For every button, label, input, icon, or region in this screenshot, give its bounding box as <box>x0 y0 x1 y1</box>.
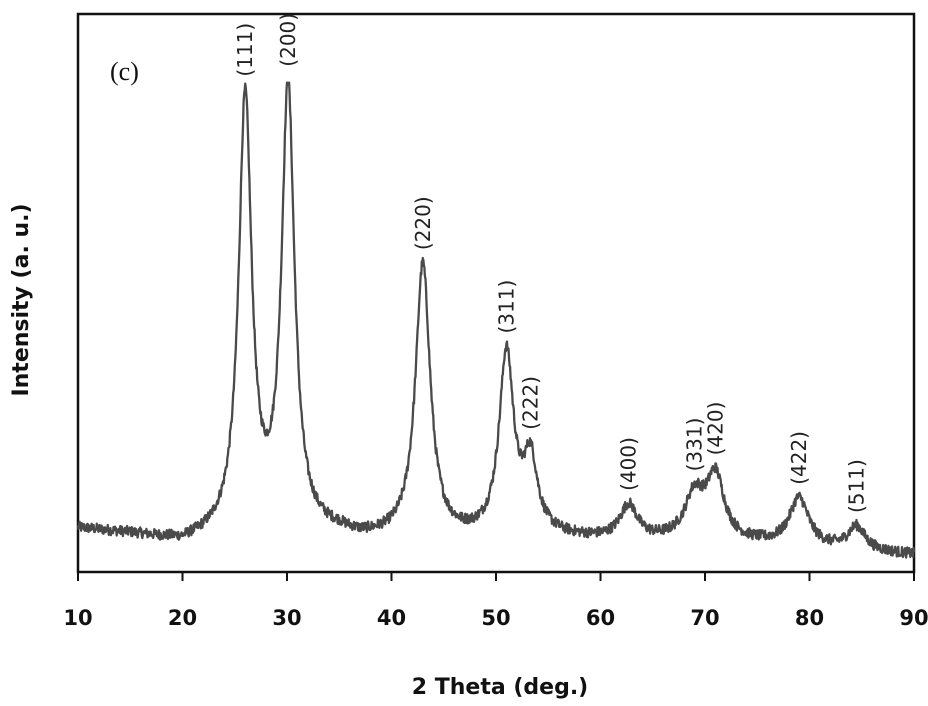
peak-label: (400) <box>617 437 641 491</box>
peak-label: (422) <box>787 431 811 485</box>
x-axis-title: 2 Theta (deg.) <box>412 675 588 700</box>
peak-label: (311) <box>495 280 519 334</box>
peak-label: (111) <box>233 23 257 77</box>
x-tick-label: 30 <box>272 606 301 630</box>
peak-label: (511) <box>845 459 869 513</box>
peak-label: (220) <box>411 196 435 250</box>
x-axis-ticks <box>77 572 915 581</box>
peak-label: (420) <box>703 402 727 456</box>
x-tick-label: 40 <box>377 606 406 630</box>
x-tick-label: 90 <box>899 606 928 630</box>
plot-frame <box>76 12 916 574</box>
panel-label: (c) <box>110 57 139 86</box>
peak-label: (331) <box>683 418 707 472</box>
x-axis-tick-labels: 10 20 30 40 50 60 70 80 90 <box>63 606 928 630</box>
x-tick-label: 10 <box>63 606 92 630</box>
x-tick-label: 20 <box>168 606 197 630</box>
y-axis-title: Intensity (a. u.) <box>9 203 34 396</box>
xrd-pattern-line <box>76 81 916 559</box>
peak-label: (222) <box>519 376 543 430</box>
x-tick-label: 70 <box>690 606 719 630</box>
x-tick-label: 60 <box>586 606 615 630</box>
x-tick-label: 50 <box>481 606 510 630</box>
peak-label: (200) <box>276 13 300 67</box>
peak-labels: (111) (200) (220) (311) (222) (400) (331)(420)… <box>233 13 868 513</box>
x-tick-label: 80 <box>795 606 824 630</box>
